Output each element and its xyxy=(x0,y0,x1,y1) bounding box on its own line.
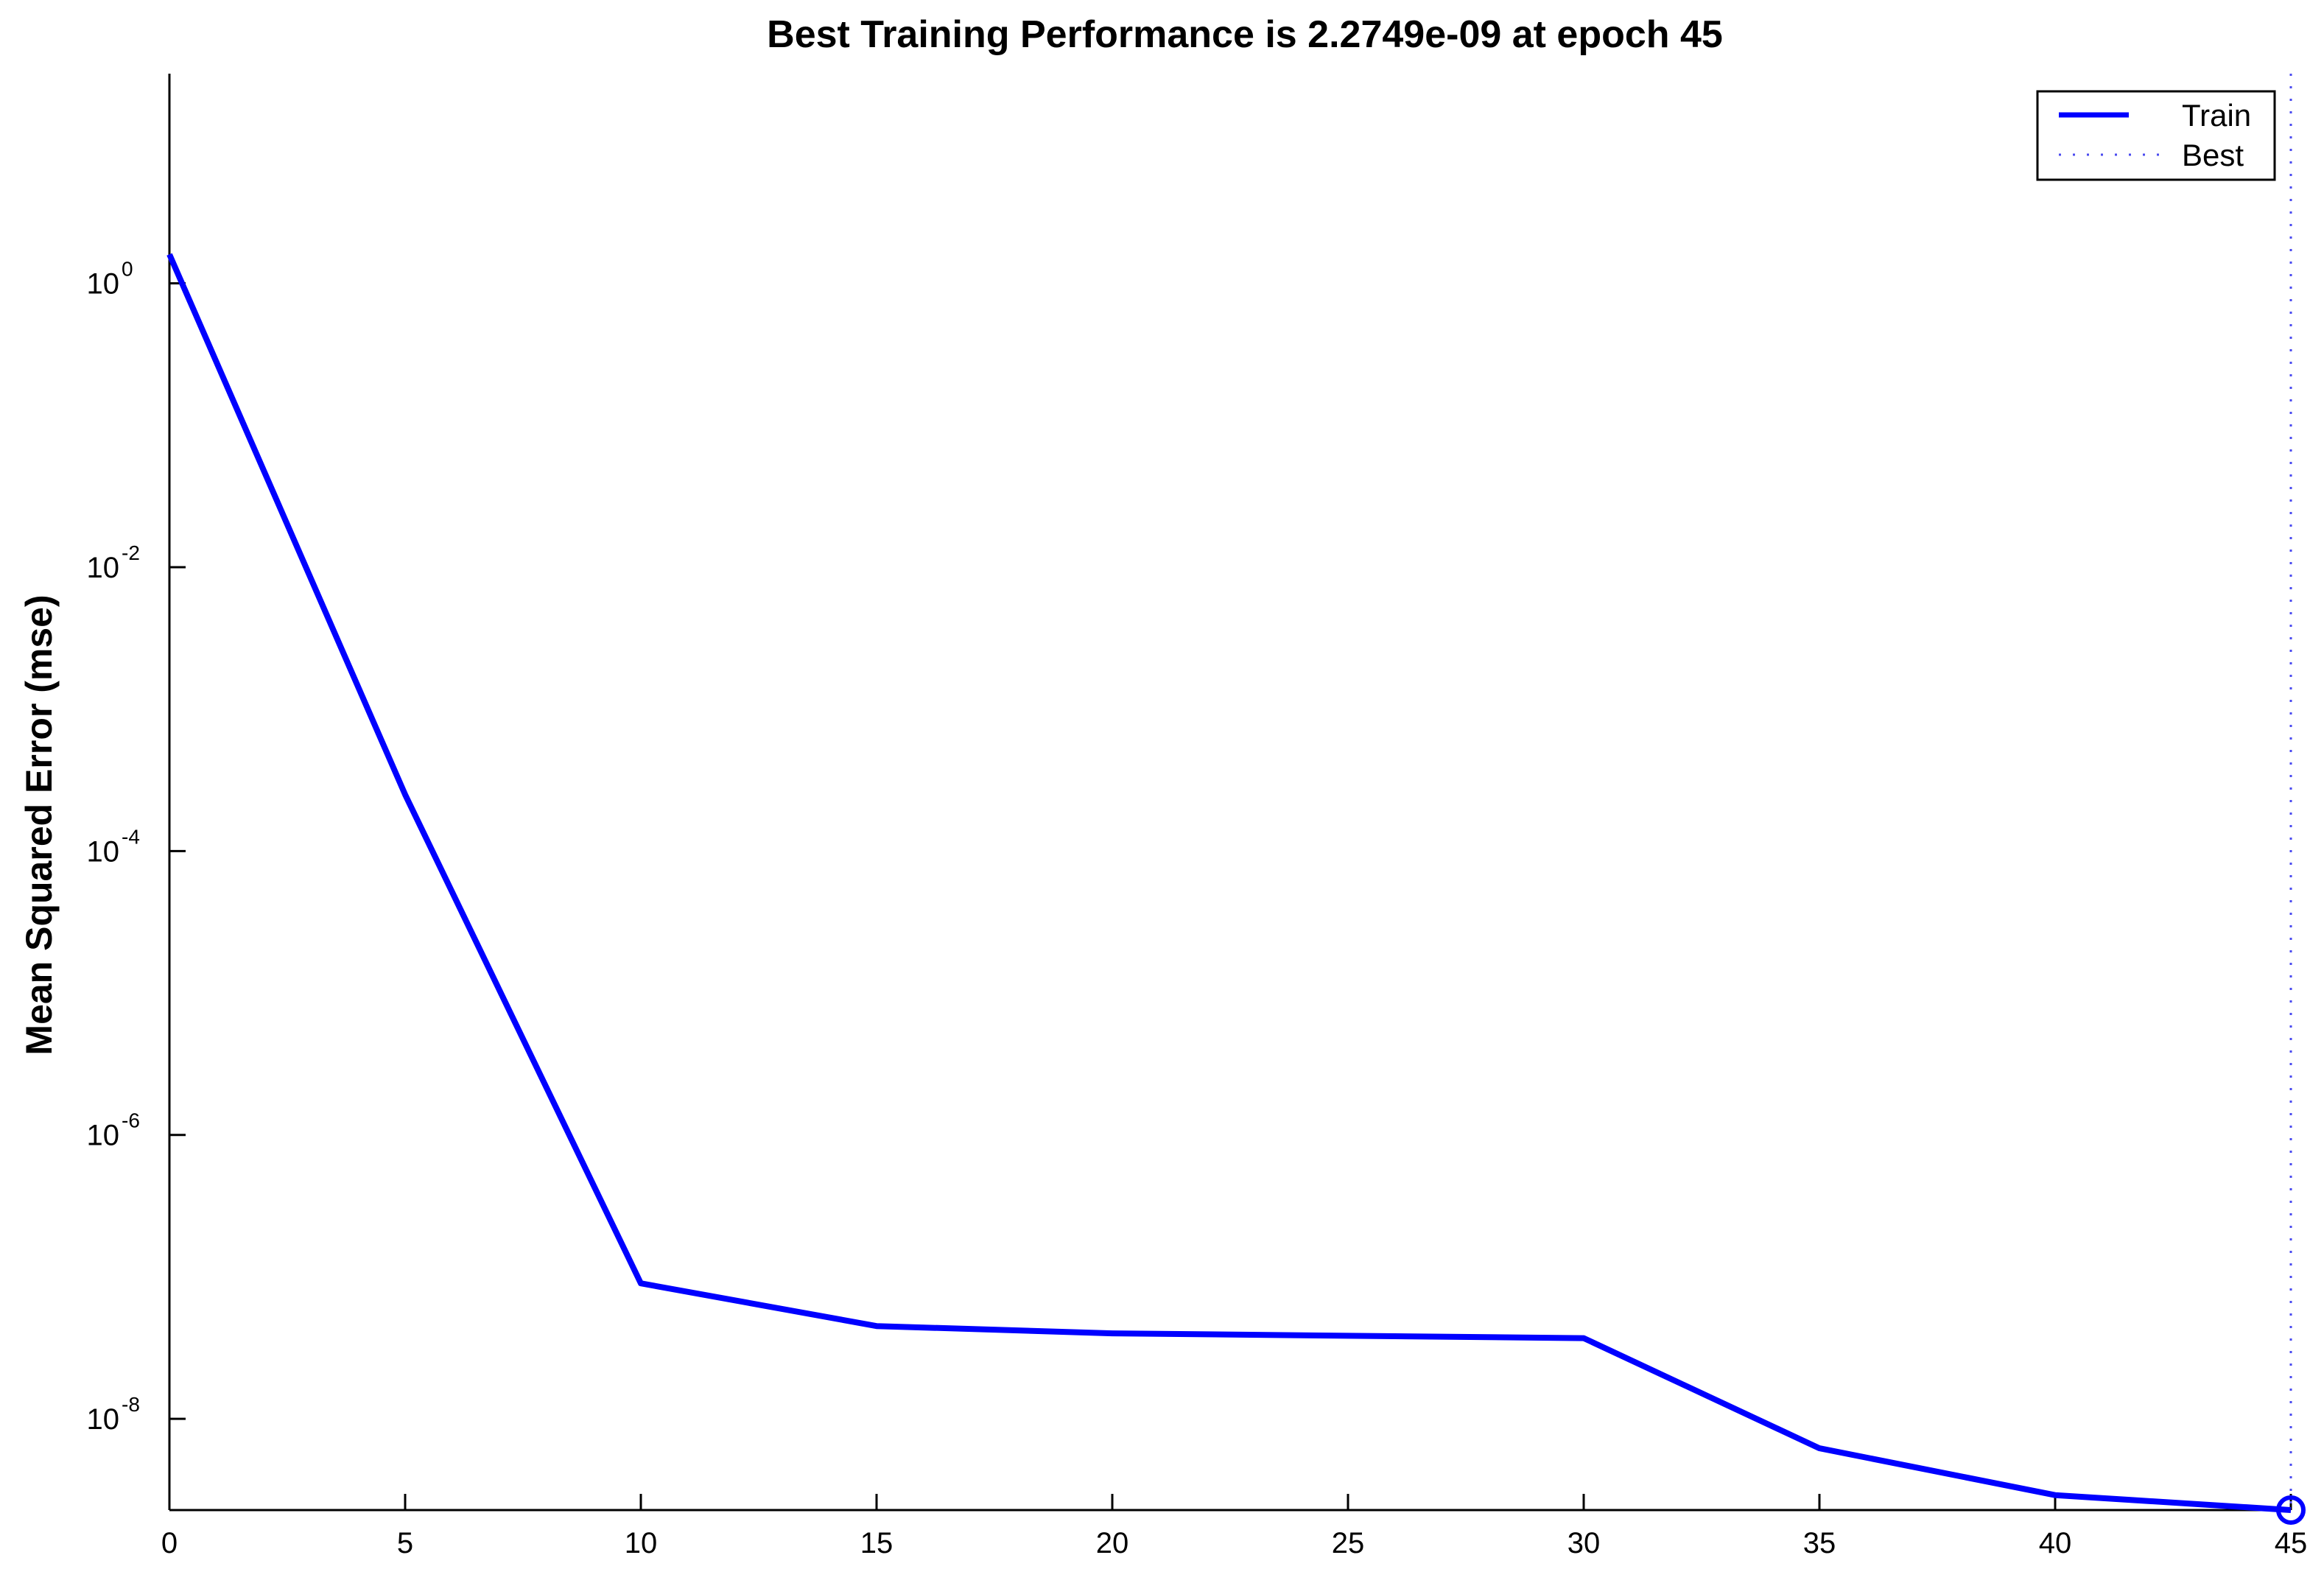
best-point-marker xyxy=(2276,1495,2306,1525)
y-tick-label: 10 xyxy=(87,1403,120,1436)
x-tick-label: 5 xyxy=(397,1527,413,1559)
y-tick-label: 10 xyxy=(87,835,120,868)
x-tick-label: 25 xyxy=(1332,1527,1365,1559)
y-axis-label: Mean Squared Error (mse) xyxy=(18,594,60,1055)
x-ticks: 0 5 10 15 20 25 30 35 40 45 xyxy=(161,1494,2307,1559)
x-tick-label: 10 xyxy=(625,1527,658,1559)
legend-box xyxy=(2036,90,2276,181)
y-tick-exponent: -4 xyxy=(122,825,140,848)
best-marker xyxy=(2276,1495,2306,1525)
series xyxy=(166,253,2292,1513)
x-tick-label: 35 xyxy=(1803,1527,1836,1559)
y-tick-label: 10 xyxy=(87,268,120,301)
x-tick-label: 40 xyxy=(2039,1527,2072,1559)
legend-best-label: Best xyxy=(2182,138,2244,172)
legend: Train Best xyxy=(2036,90,2276,181)
x-tick-label: 0 xyxy=(161,1527,178,1559)
y-tick-exponent: -6 xyxy=(122,1109,140,1132)
y-tick-label: 10 xyxy=(87,1120,120,1152)
series-line-train xyxy=(166,253,2292,1513)
x-tick-label: 20 xyxy=(1096,1527,1129,1559)
y-tick-exponent: 0 xyxy=(122,258,133,281)
legend-train-label: Train xyxy=(2182,98,2251,133)
y-tick-exponent: -8 xyxy=(122,1393,140,1416)
y-tick-label: 10 xyxy=(87,552,120,584)
y-tick-exponent: -2 xyxy=(122,541,140,564)
chart-title: Best Training Performance is 2.2749e-09 … xyxy=(767,13,1723,56)
x-tick-label: 45 xyxy=(2275,1527,2308,1559)
x-tick-label: 30 xyxy=(1568,1527,1601,1559)
x-tick-label: 15 xyxy=(860,1527,894,1559)
